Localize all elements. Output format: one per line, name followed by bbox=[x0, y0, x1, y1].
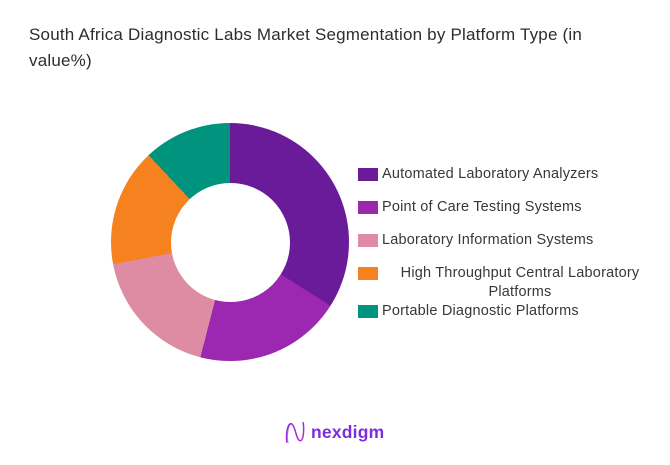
legend-swatch bbox=[358, 305, 378, 318]
chart-title: South Africa Diagnostic Labs Market Segm… bbox=[29, 25, 583, 70]
legend-item: Point of Care Testing Systems bbox=[358, 198, 660, 217]
nexdigm-logo-icon bbox=[285, 422, 305, 444]
nexdigm-logo: nexdigm bbox=[284, 418, 384, 446]
legend-swatch bbox=[358, 201, 378, 214]
legend-label: Point of Care Testing Systems bbox=[382, 199, 582, 215]
legend-swatch bbox=[358, 234, 378, 247]
legend-item: Automated Laboratory Analyzers bbox=[358, 165, 660, 184]
legend-swatch bbox=[358, 267, 378, 280]
logo-text: nexdigm bbox=[311, 421, 385, 442]
legend-item: High Throughput Central Laboratory Platf… bbox=[358, 264, 660, 302]
donut-chart bbox=[111, 123, 349, 361]
legend-item: Laboratory Information Systems bbox=[358, 231, 660, 250]
legend-label: Automated Laboratory Analyzers bbox=[382, 166, 599, 182]
legend-label: Laboratory Information Systems bbox=[382, 232, 594, 248]
chart-legend: Automated Laboratory Analyzers Point of … bbox=[358, 165, 660, 335]
legend-swatch bbox=[358, 168, 378, 181]
legend-label: Portable Diagnostic Platforms bbox=[382, 303, 579, 319]
legend-item: Portable Diagnostic Platforms bbox=[358, 302, 660, 321]
legend-label: High Throughput Central Laboratory Platf… bbox=[400, 265, 640, 300]
